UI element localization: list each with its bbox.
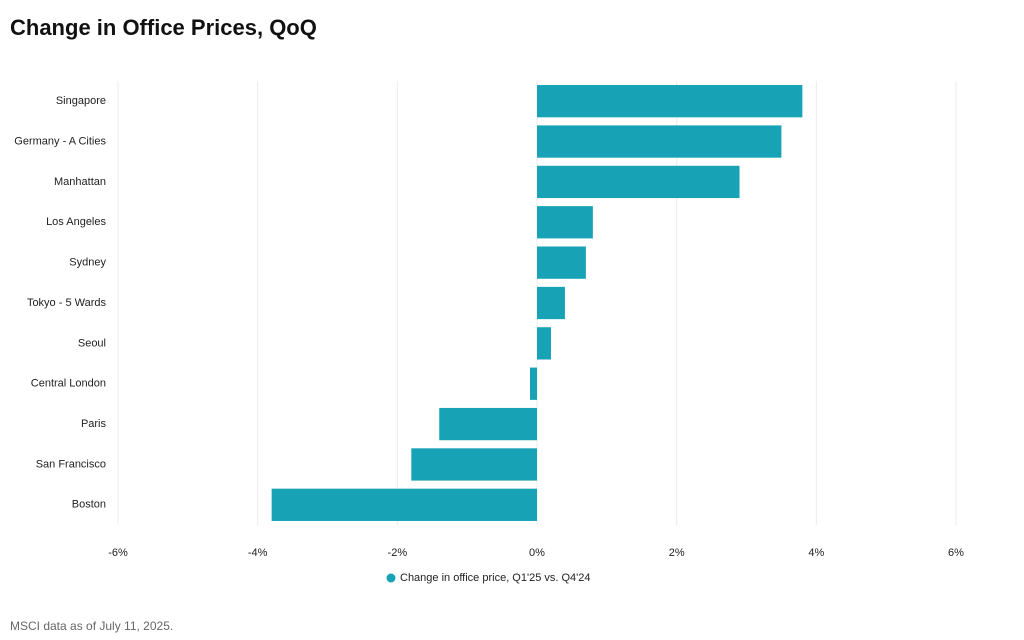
- bar: [537, 206, 593, 239]
- x-tick-label: -2%: [388, 547, 408, 559]
- x-tick-label: 6%: [948, 547, 964, 559]
- y-tick-label: Singapore: [56, 95, 106, 107]
- y-tick-label: Seoul: [78, 337, 106, 349]
- bar: [271, 488, 537, 521]
- x-tick-label: -6%: [108, 547, 128, 559]
- x-tick-label: 4%: [808, 547, 824, 559]
- x-tick-label: 0%: [529, 547, 545, 559]
- y-tick-label: Sydney: [69, 257, 106, 269]
- bar: [537, 286, 565, 320]
- y-tick-label: Manhattan: [54, 176, 106, 188]
- legend-label: Change in office price, Q1'25 vs. Q4'24: [400, 572, 591, 584]
- y-tick-label: San Francisco: [36, 458, 106, 470]
- chart-title: Change in Office Prices, QoQ: [10, 15, 317, 40]
- bar: [537, 327, 551, 360]
- y-tick-label: Central London: [31, 378, 106, 390]
- bar: [537, 165, 740, 199]
- legend-marker: [386, 573, 396, 583]
- x-tick-label: 2%: [669, 547, 685, 559]
- y-tick-label: Paris: [81, 418, 107, 430]
- footnote: MSCI data as of July 11, 2025.: [10, 619, 173, 633]
- x-tick-label: -4%: [248, 547, 268, 559]
- y-tick-label: Los Angeles: [46, 216, 106, 228]
- bar: [537, 125, 782, 158]
- y-tick-label: Tokyo - 5 Wards: [27, 297, 107, 309]
- bar: [530, 367, 537, 400]
- bar: [439, 407, 537, 441]
- bar: [537, 85, 803, 118]
- y-tick-label: Germany - A Cities: [14, 135, 106, 147]
- bar: [537, 246, 586, 279]
- bar: [411, 448, 537, 481]
- y-tick-label: Boston: [72, 499, 106, 511]
